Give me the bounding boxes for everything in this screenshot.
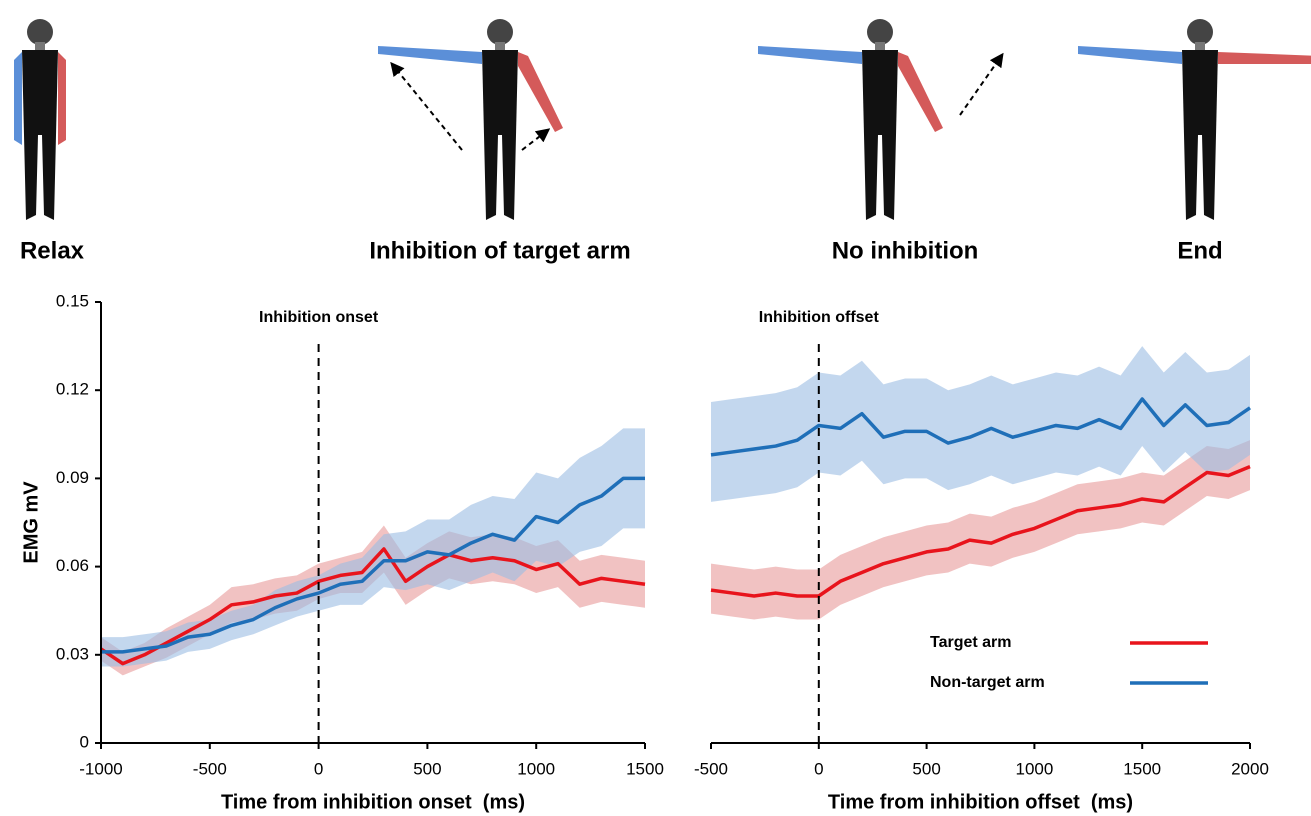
x-tick-label: 500: [413, 759, 441, 778]
x-tick-label: -500: [694, 759, 728, 778]
legend-label: Target arm: [930, 634, 1012, 651]
y-tick-label: 0.09: [56, 468, 89, 487]
annotation: Inhibition onset: [259, 309, 379, 326]
head: [867, 19, 893, 45]
error-band: [101, 428, 645, 666]
x-tick-label: 1000: [1015, 759, 1053, 778]
panel-label: No inhibition: [832, 237, 979, 264]
arrow: [960, 55, 1002, 115]
head: [1187, 19, 1213, 45]
figure: Relax Inhibition of target arm No inhibiti…: [0, 0, 1311, 816]
head: [487, 19, 513, 45]
y-axis-label: EMG mV: [20, 481, 42, 564]
neck: [875, 42, 885, 50]
neck: [35, 42, 45, 50]
arrow: [522, 130, 548, 150]
legend-label: Non-target arm: [930, 674, 1045, 691]
y-tick-label: 0.03: [56, 644, 89, 663]
x-tick-label: 2000: [1231, 759, 1269, 778]
y-tick-label: 0.12: [56, 380, 89, 399]
head: [27, 19, 53, 45]
x-tick-label: 0: [314, 759, 323, 778]
torso: [22, 50, 58, 135]
legs: [1184, 135, 1216, 220]
x-tick-label: 1500: [1123, 759, 1161, 778]
legs: [484, 135, 516, 220]
panel-label: Inhibition of target arm: [369, 237, 630, 264]
left-arm: [1078, 46, 1182, 64]
y-tick-label: 0.15: [56, 291, 89, 310]
x-tick-label: 0: [814, 759, 823, 778]
panel-label: End: [1177, 237, 1222, 264]
legs: [24, 135, 56, 220]
x-tick-label: 1500: [626, 759, 664, 778]
torso: [482, 50, 518, 135]
annotation: Inhibition offset: [759, 309, 880, 326]
person: [1078, 19, 1311, 220]
y-tick-label: 0.06: [56, 556, 89, 575]
right-arm: [58, 52, 66, 145]
torso: [1182, 50, 1218, 135]
x-axis-label: Time from inhibition offset (ms): [828, 791, 1133, 813]
panel-label: Relax: [20, 237, 85, 264]
person: [378, 19, 563, 220]
left-arm: [758, 46, 862, 64]
torso: [862, 50, 898, 135]
illustrations: [14, 19, 1311, 220]
y-tick-label: 0: [80, 732, 89, 751]
right-arm: [518, 52, 563, 132]
neck: [1195, 42, 1205, 50]
x-tick-label: -1000: [79, 759, 122, 778]
neck: [495, 42, 505, 50]
left-arm: [378, 46, 482, 64]
person: [758, 19, 1002, 220]
x-tick-label: -500: [193, 759, 227, 778]
x-tick-label: 500: [912, 759, 940, 778]
x-tick-label: 1000: [517, 759, 555, 778]
arrow: [392, 64, 462, 150]
right-arm: [898, 52, 943, 132]
legs: [864, 135, 896, 220]
left-arm: [14, 52, 22, 145]
x-axis-label: Time from inhibition onset (ms): [221, 791, 525, 813]
person: [14, 19, 66, 220]
right-arm: [1218, 52, 1311, 64]
